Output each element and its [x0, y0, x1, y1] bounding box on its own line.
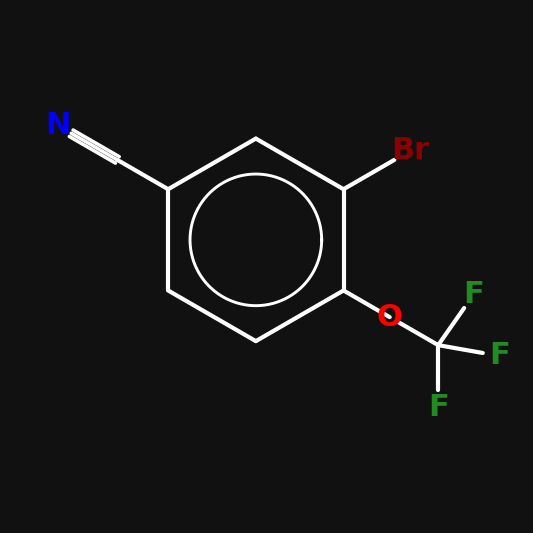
Text: F: F [489, 342, 510, 370]
Text: N: N [46, 111, 71, 140]
Text: F: F [428, 393, 449, 422]
Text: O: O [377, 303, 402, 332]
Text: F: F [464, 279, 484, 309]
Text: Br: Br [391, 136, 430, 165]
